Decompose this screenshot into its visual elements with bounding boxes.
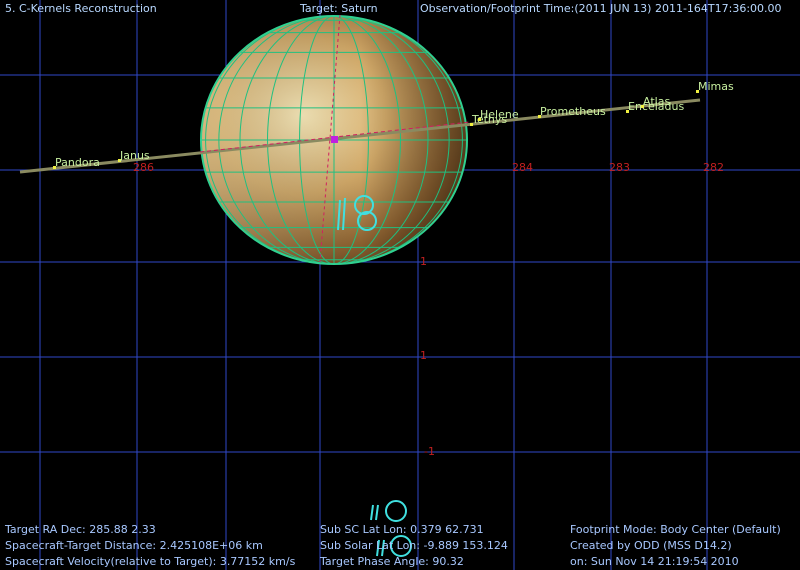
pole-axis: [319, 14, 341, 263]
ra-label: 286: [133, 161, 154, 174]
target: Target: Saturn: [299, 2, 378, 15]
info-right: on: Sun Nov 14 21:19:54 2010: [570, 555, 739, 568]
dec-label: 1: [420, 349, 427, 362]
window-title: 5. C-Kernels Reconstruction: [5, 2, 157, 15]
info-right: Footprint Mode: Body Center (Default): [570, 523, 781, 536]
moon-marker: [118, 159, 121, 162]
moon-label: Tethys: [471, 113, 507, 126]
moon-label: Mimas: [698, 80, 734, 93]
moon-marker: [538, 115, 541, 118]
ra-label: 284: [512, 161, 533, 174]
info-middle: Sub SC Lat Lon: 0.379 62.731: [320, 523, 484, 536]
info-middle: Target Phase Angle: 90.32: [319, 555, 464, 568]
dec-label: -1: [424, 445, 435, 458]
moon-marker: [53, 166, 56, 169]
moon-label: Prometheus: [540, 105, 606, 118]
moon-marker: [696, 90, 699, 93]
moon-marker: [470, 123, 473, 126]
ra-label: 283: [609, 161, 630, 174]
moon-label: Janus: [119, 149, 150, 162]
ra-label: 282: [703, 161, 724, 174]
info-left: Spacecraft-Target Distance: 2.425108E+06…: [5, 539, 263, 552]
moon-marker: [478, 118, 481, 121]
time: Observation/Footprint Time:(2011 JUN 13)…: [420, 2, 782, 15]
info-left: Target RA Dec: 285.88 2.33: [4, 523, 156, 536]
footprints: [337, 195, 412, 557]
limb: [200, 15, 468, 265]
body-center: [331, 136, 338, 143]
moon-label: Helene: [480, 108, 519, 121]
moon-marker: [641, 105, 644, 108]
info-right: Created by ODD (MSS D14.2): [570, 539, 732, 552]
ring-plane: [19, 98, 701, 174]
moon-label: Enceladus: [628, 100, 684, 113]
moon-label: Atlas: [643, 95, 670, 108]
dec-label: 1: [420, 255, 427, 268]
moon-marker: [626, 110, 629, 113]
info-left: Spacecraft Velocity(relative to Target):…: [5, 555, 296, 568]
moon-label: Pandora: [55, 156, 100, 169]
info-middle: Sub Solar Lat Lon: -9.889 153.124: [320, 539, 508, 552]
